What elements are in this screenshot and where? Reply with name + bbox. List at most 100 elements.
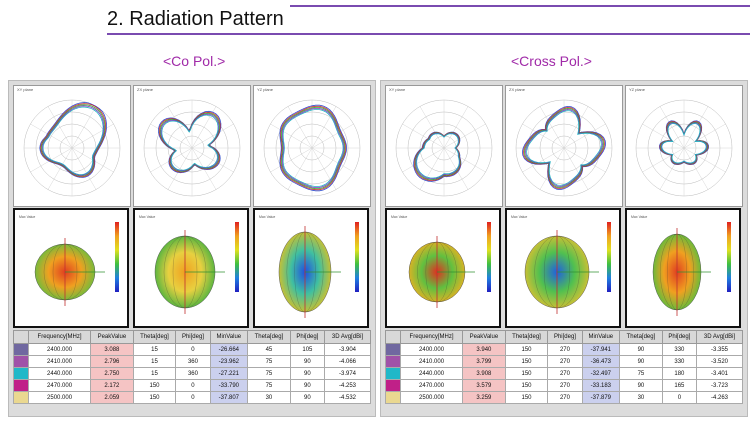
table-cell: -33.790 [209, 379, 249, 392]
polar-grid-spoke [443, 123, 486, 149]
view-info-text: Max Value [139, 215, 155, 219]
table-cell: 45 [247, 343, 291, 356]
row-color-swatch [385, 379, 401, 392]
table-cell: 30 [247, 391, 291, 404]
table-cell: 3.088 [90, 343, 134, 356]
polar-plot-tag: YZ plane [629, 87, 646, 92]
cross-3d-pattern-3: Max Value [625, 208, 741, 328]
polar-grid-spoke [191, 147, 234, 173]
cross-3d-pattern-1: Max Value [385, 208, 501, 328]
polar-trace [525, 109, 603, 187]
header-accent-line [290, 5, 750, 7]
col-header: Theta[deg] [504, 330, 549, 344]
table-cell: 150 [504, 355, 549, 368]
table-cell: -33.183 [581, 379, 621, 392]
polar-grid-spoke [443, 147, 469, 190]
polar-grid-spoke [402, 123, 445, 149]
polar-trace [416, 133, 460, 179]
polar-grid-spoke [563, 147, 606, 173]
table-cell: 3.579 [462, 379, 506, 392]
table-cell: 2440.000 [27, 367, 92, 380]
row-color-swatch [385, 367, 401, 380]
col-header: Phi[deg] [289, 330, 326, 344]
table-cell: -3.904 [324, 343, 371, 356]
table-cell: 3.259 [462, 391, 506, 404]
polar-grid-spoke [683, 123, 726, 149]
co-pol-title: <Co Pol.> [163, 53, 226, 69]
cross-pol-table: Frequency[MHz] PeakValue Theta[deg] Phi[… [385, 330, 743, 404]
color-scale-bar [487, 222, 491, 292]
col-header: MinValue [581, 330, 621, 344]
page-title: 2. Radiation Pattern [107, 8, 284, 30]
polar-grid-spoke [659, 106, 685, 149]
table-cell: 150 [132, 391, 177, 404]
polar-grid-spoke [642, 147, 685, 173]
co-3d-pattern-3: Max Value [253, 208, 369, 328]
polar-grid-spoke [150, 123, 193, 149]
polar-grid-spoke [522, 147, 565, 173]
table-cell: 2.750 [90, 367, 134, 380]
table-cell: 2470.000 [27, 379, 92, 392]
table-cell: 105 [289, 343, 326, 356]
polar-grid-spoke [683, 106, 709, 149]
col-header: Frequency[MHz] [399, 330, 464, 344]
table-row: 2440.000 3.908 150 270 -32.497 75 180 -3.401 [385, 367, 743, 380]
co-polar-plot-2: ZX plane [133, 85, 251, 207]
table-cell: -37.807 [209, 391, 249, 404]
polar-grid-spoke [167, 147, 193, 190]
col-header: Phi[deg] [547, 330, 583, 344]
row-color-swatch [13, 379, 29, 392]
table-cell: -36.473 [581, 355, 621, 368]
table-cell: 150 [504, 379, 549, 392]
table-cell: 2400.000 [27, 343, 92, 356]
co-pol-table: Frequency[MHz] PeakValue Theta[deg] Phi[… [13, 330, 371, 404]
table-cell: 150 [504, 343, 549, 356]
polar-grid-spoke [683, 147, 726, 173]
table-cell: 360 [175, 355, 211, 368]
table-cell: 15 [132, 343, 177, 356]
polar-grid-spoke [287, 106, 313, 149]
color-scale-bar [355, 222, 359, 292]
table-cell: 90 [619, 343, 663, 356]
table-cell: -37.879 [581, 391, 621, 404]
table-cell: 2.172 [90, 379, 134, 392]
table-cell: 3.940 [462, 343, 506, 356]
table-cell: 90 [289, 379, 326, 392]
col-header: 3D Avg[dBi] [324, 330, 371, 344]
polar-grid-spoke [402, 147, 445, 173]
polar-trace [281, 106, 346, 190]
table-cell: -3.974 [324, 367, 371, 380]
table-cell: 75 [247, 379, 291, 392]
polar-grid-spoke [270, 123, 313, 149]
table-cell: 0 [175, 391, 211, 404]
table-cell: 75 [619, 367, 663, 380]
table-row: 2400.000 3.088 15 0 -26.664 45 105 -3.904 [13, 343, 371, 356]
table-cell: 180 [661, 367, 698, 380]
polar-trace [524, 108, 604, 188]
polar-trace [523, 107, 605, 189]
cross-pol-panel: XY plane ZX plane YZ plane Max Value Max… [380, 80, 748, 417]
table-cell: 2440.000 [399, 367, 464, 380]
table-row: 2500.000 2.059 150 0 -37.807 30 90 -4.532 [13, 391, 371, 404]
col-header: Theta[deg] [247, 330, 291, 344]
row-color-swatch [385, 343, 401, 356]
polar-trace [41, 105, 105, 176]
table-row: 2410.000 3.799 150 270 -36.473 90 330 -3.520 [385, 355, 743, 368]
cross-3d-pattern-2: Max Value [505, 208, 621, 328]
table-cell: -27.221 [209, 367, 249, 380]
polar-plot-tag: ZX plane [137, 87, 154, 92]
polar-grid-spoke [522, 123, 565, 149]
polar-trace [161, 114, 219, 171]
table-cell: 2.796 [90, 355, 134, 368]
view-info-text: Max Value [259, 215, 275, 219]
row-color-swatch [385, 391, 401, 404]
table-cell: 15 [132, 355, 177, 368]
table-cell: 90 [289, 355, 326, 368]
color-scale-bar [115, 222, 119, 292]
table-cell: 150 [504, 367, 549, 380]
table-header-row: Frequency[MHz] PeakValue Theta[deg] Phi[… [385, 330, 743, 344]
polar-grid-spoke [47, 106, 73, 149]
table-cell: 2500.000 [399, 391, 464, 404]
table-cell: -3.355 [696, 343, 743, 356]
polar-grid-spoke [642, 123, 685, 149]
